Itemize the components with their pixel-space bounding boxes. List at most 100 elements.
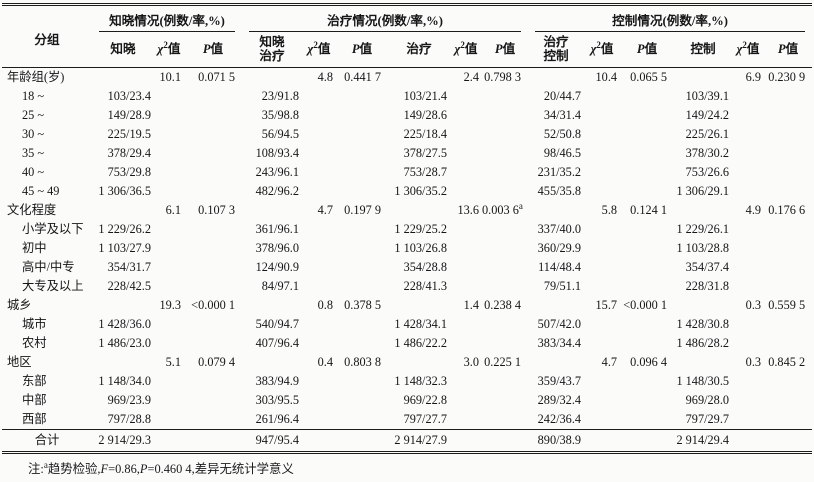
cell: 0.378 5 xyxy=(344,298,381,313)
cell xyxy=(336,334,388,353)
cell xyxy=(154,429,184,453)
cell: 378/29.4 xyxy=(107,146,151,161)
cell xyxy=(764,391,812,410)
cell: 34/31.4 xyxy=(543,108,582,123)
cell xyxy=(584,334,620,353)
cell xyxy=(242,201,302,220)
cell xyxy=(450,125,482,144)
table-row: 城市 1 428/36.0 540/94.7 1 428/34.1 507/42.0 1 … xyxy=(2,315,812,334)
row-label: 40 ~ xyxy=(22,165,45,180)
cell xyxy=(732,372,764,391)
cell: 10.1 xyxy=(159,70,181,85)
subheader-cell: P值 xyxy=(620,32,675,69)
cell xyxy=(336,372,388,391)
cell: 13.6 xyxy=(457,203,479,218)
cell xyxy=(584,182,620,201)
cell: 753/28.7 xyxy=(403,165,447,180)
cell: 1 486/28.2 xyxy=(676,336,730,351)
cell: 1 428/34.1 xyxy=(394,317,447,332)
cell xyxy=(184,182,242,201)
cell: 0.441 7 xyxy=(344,70,381,85)
cell: 753/29.8 xyxy=(107,165,151,180)
cell: 482/96.2 xyxy=(255,184,299,199)
cell xyxy=(674,353,732,372)
cell xyxy=(92,201,154,220)
row-label: 45 ~ 49 xyxy=(22,184,60,199)
cell: 0.197 9 xyxy=(344,203,381,218)
cell xyxy=(154,277,184,296)
cell: 6.9 xyxy=(745,70,762,85)
footnote: 注:a趋势检验,F=0.86,P=0.460 4,差异无统计学意义 xyxy=(28,460,294,477)
cell xyxy=(336,182,388,201)
cell: 84/97.1 xyxy=(261,279,299,294)
cell: 797/28.8 xyxy=(107,412,151,427)
cell xyxy=(184,258,242,277)
cell: 10.4 xyxy=(595,70,618,85)
cell xyxy=(302,277,336,296)
table-row: 大专及以上 228/42.5 84/97.1 228/41.3 79/51.1 228/3… xyxy=(2,277,812,296)
cell xyxy=(450,239,482,258)
hypertension-awareness-treatment-control-table: 分组 知晓情况(例数/率,%) 治疗情况(例数/率,%) 控制情况(例数/率,%… xyxy=(2,3,813,455)
cell: 1 428/36.0 xyxy=(98,317,151,332)
row-label: 中部 xyxy=(22,393,47,408)
cell: 52/50.8 xyxy=(543,127,582,142)
cell xyxy=(184,277,242,296)
cell xyxy=(732,125,764,144)
table-row: 文化程度 6.1 0.107 3 4.7 0.197 9 13.6 0.003 6a 5.8 0… xyxy=(2,201,812,220)
cell: 0.8 xyxy=(317,298,333,313)
row-label: 初中 xyxy=(22,241,47,256)
cell: 0.3 xyxy=(745,355,762,370)
cell xyxy=(732,277,764,296)
table-row: 西部 797/28.8 261/96.4 797/27.7 242/36.4 797/29… xyxy=(2,410,812,430)
cell: 378/96.0 xyxy=(255,241,299,256)
cell xyxy=(482,220,528,239)
cell: 2 914/29.4 xyxy=(674,429,733,453)
cell xyxy=(620,87,674,106)
row-label: 35 ~ xyxy=(22,146,45,161)
cell xyxy=(584,258,620,277)
cell xyxy=(154,144,184,163)
cell xyxy=(732,106,764,125)
cell: 4.7 xyxy=(601,355,618,370)
cell xyxy=(336,144,388,163)
cell xyxy=(584,220,620,239)
cell xyxy=(620,334,674,353)
cell: 947/95.4 xyxy=(242,429,302,453)
cell xyxy=(732,391,764,410)
cell: 15.7 xyxy=(595,298,618,313)
cell: 225/18.4 xyxy=(403,127,447,142)
table-row: 小学及以下 1 229/26.2 361/96.1 1 229/25.2 337/40.… xyxy=(2,220,812,239)
cell xyxy=(620,315,674,334)
cell xyxy=(302,144,336,163)
row-label: 城乡 xyxy=(7,298,32,313)
cell: 103/39.1 xyxy=(685,89,730,104)
cell xyxy=(764,315,812,334)
cell xyxy=(620,277,674,296)
table-row: 中部 969/23.9 303/95.5 969/22.8 289/32.4 969/28… xyxy=(2,391,812,410)
group-header-control: 控制情况(例数/率,%) xyxy=(528,5,812,32)
cell xyxy=(336,429,388,453)
cell: 0.3 xyxy=(745,298,762,313)
cell xyxy=(302,429,336,453)
cell: 5.8 xyxy=(601,203,618,218)
cell xyxy=(450,277,482,296)
cell: 1 229/26.2 xyxy=(98,222,151,237)
cell xyxy=(336,315,388,334)
table-row: 45 ~ 49 1 306/36.5 482/96.2 1 306/35.2 455/3… xyxy=(2,182,812,201)
cell xyxy=(482,429,529,453)
row-label: 小学及以下 xyxy=(22,222,84,237)
cell: 407/96.4 xyxy=(255,336,299,351)
cell xyxy=(388,68,450,88)
cell: 1 486/23.0 xyxy=(98,336,151,351)
subheader-cell: P值 xyxy=(764,32,813,69)
cell xyxy=(450,334,482,353)
cell xyxy=(336,87,388,106)
subheader-cell: 知晓 治疗 xyxy=(242,32,302,69)
cell xyxy=(764,277,812,296)
cell xyxy=(528,201,584,220)
cell xyxy=(154,220,184,239)
cell xyxy=(154,258,184,277)
cell xyxy=(184,429,242,453)
cell xyxy=(732,410,764,430)
